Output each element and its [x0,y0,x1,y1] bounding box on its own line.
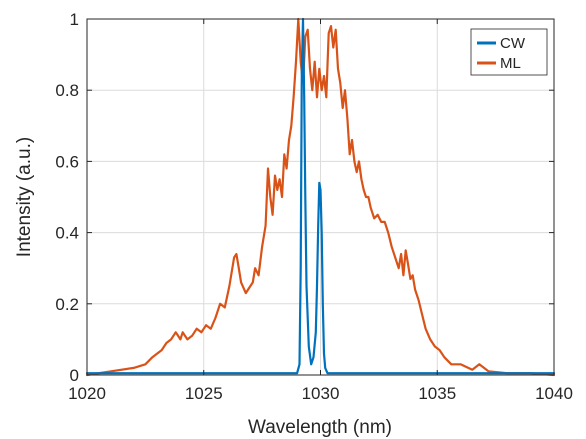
legend-box [470,28,548,76]
y-tick-label: 0.6 [55,152,79,171]
series-lines [85,17,556,377]
series-line-ml [85,17,556,377]
x-tick-labels: 1020 1025 1030 1035 1040 [68,384,573,403]
x-tick-label: 1035 [418,384,456,403]
y-tick-label: 0.8 [55,81,79,100]
x-tick-label: 1030 [302,384,340,403]
legend-label-cw: CW [500,35,526,52]
ticks [86,18,555,376]
legend: CW ML [470,28,548,76]
y-axis-label: Intensity (a.u.) [14,137,35,257]
y-tick-labels: 0 0.2 0.4 0.6 0.8 1 [55,10,79,385]
x-tick-label: 1040 [535,384,573,403]
y-tick-label: 0 [70,366,79,385]
y-tick-label: 1 [70,10,79,29]
legend-label-ml: ML [500,55,521,72]
x-tick-label: 1020 [68,384,106,403]
y-tick-label: 0.2 [55,295,79,314]
x-tick-label: 1025 [185,384,223,403]
series-line-cw [85,17,556,375]
y-tick-label: 0.4 [55,224,79,243]
x-axis-label: Wavelength (nm) [248,417,392,438]
